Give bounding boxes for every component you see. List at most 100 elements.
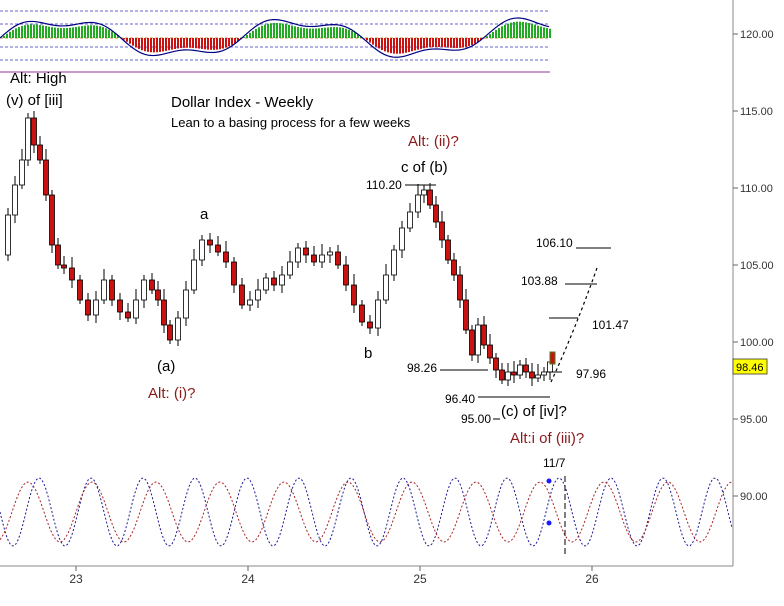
macd-bar [411, 38, 413, 52]
candle [383, 264, 389, 304]
cycle-indicator: 11/7 [0, 456, 733, 556]
candle [415, 184, 421, 218]
macd-bar [516, 21, 518, 38]
candle-body [415, 194, 421, 213]
macd-bar [342, 27, 344, 38]
macd-bar [330, 27, 332, 38]
macd-bar [162, 38, 164, 52]
candle [125, 303, 131, 322]
macd-bar [477, 38, 479, 43]
macd-bar [60, 28, 62, 38]
macd-bar [36, 24, 38, 38]
macd-bar [78, 26, 80, 38]
macd-bar [9, 31, 11, 38]
candle [19, 149, 25, 189]
candle [529, 363, 535, 386]
candle-body [149, 279, 155, 291]
macd-bar [117, 35, 119, 38]
macd-bar [114, 33, 116, 38]
alt-ii-label: Alt: (ii)? [408, 133, 459, 150]
candle-body [383, 274, 389, 301]
macd-bar [333, 27, 335, 38]
candle [481, 316, 487, 349]
macd-bar [462, 38, 464, 48]
alt-i-label: Alt: (i)? [148, 385, 196, 402]
candle [117, 293, 123, 320]
candle [523, 358, 529, 378]
macd-bar [450, 38, 452, 48]
macd-bar [303, 28, 305, 38]
candle [61, 256, 67, 274]
candle [207, 233, 213, 253]
macd-bar [384, 38, 386, 52]
alt-i-of-iii-label: Alt:i of (iii)? [510, 430, 584, 447]
macd-bar [6, 33, 8, 38]
candle-body [475, 324, 481, 356]
macd-bar [129, 38, 131, 44]
candle-body [499, 369, 505, 381]
candle-body [481, 324, 487, 346]
candle-body [12, 184, 18, 216]
candle [427, 183, 433, 209]
macd-bar [348, 29, 350, 38]
candle [43, 149, 49, 201]
candle [25, 113, 31, 166]
macd-bar [12, 29, 14, 38]
candle [475, 318, 481, 363]
candle [77, 275, 83, 304]
macd-bar [39, 25, 41, 38]
candle-body [367, 321, 373, 329]
candle-body [31, 117, 37, 146]
candle-body [469, 329, 475, 356]
macd-bar [441, 38, 443, 48]
macd-bar [471, 38, 473, 45]
macd-bar [111, 31, 113, 38]
alt-high-label: Alt: High [10, 70, 67, 87]
candle-body [43, 159, 49, 196]
macd-bar [354, 32, 356, 38]
candle [463, 289, 469, 334]
candle [391, 245, 397, 281]
candle [37, 136, 43, 164]
macd-bar [24, 25, 26, 38]
candle [493, 353, 499, 378]
candle [407, 203, 413, 232]
candle [12, 176, 18, 223]
macd-bar [243, 37, 245, 38]
candle-body [77, 279, 83, 301]
macd-bar [420, 38, 422, 49]
macd-bar [258, 27, 260, 38]
macd-bar [423, 38, 425, 49]
macd-bar [321, 27, 323, 38]
candle-body [109, 279, 115, 301]
candle [133, 289, 139, 324]
x-axis: 23 24 25 26 [0, 565, 733, 586]
candle-body [93, 299, 99, 316]
candle [49, 190, 55, 253]
macd-bar [549, 28, 551, 38]
macd-bar [405, 38, 407, 53]
macd-bar [528, 23, 530, 38]
macd-bar [399, 38, 401, 54]
macd-bar [315, 28, 317, 38]
candle [469, 325, 475, 361]
macd-bar [171, 38, 173, 50]
x-tick-26: 26 [585, 572, 599, 586]
macd-bar [201, 38, 203, 49]
macd-bar [486, 36, 488, 38]
macd-bar [267, 23, 269, 38]
macd-bar [390, 38, 392, 54]
macd-bar [108, 29, 110, 38]
candle [327, 247, 333, 263]
macd-bar [513, 22, 515, 38]
macd-bar [291, 25, 293, 38]
macd-bar [498, 28, 500, 38]
macd-bar [51, 27, 53, 38]
cycle-marker-dot [546, 478, 552, 484]
level-98-26: 98.26 [407, 361, 437, 375]
macd-bar [369, 38, 371, 43]
macd-bar [90, 25, 92, 38]
candle-body [255, 289, 261, 301]
candle-body [303, 247, 309, 256]
macd-bar [105, 28, 107, 38]
